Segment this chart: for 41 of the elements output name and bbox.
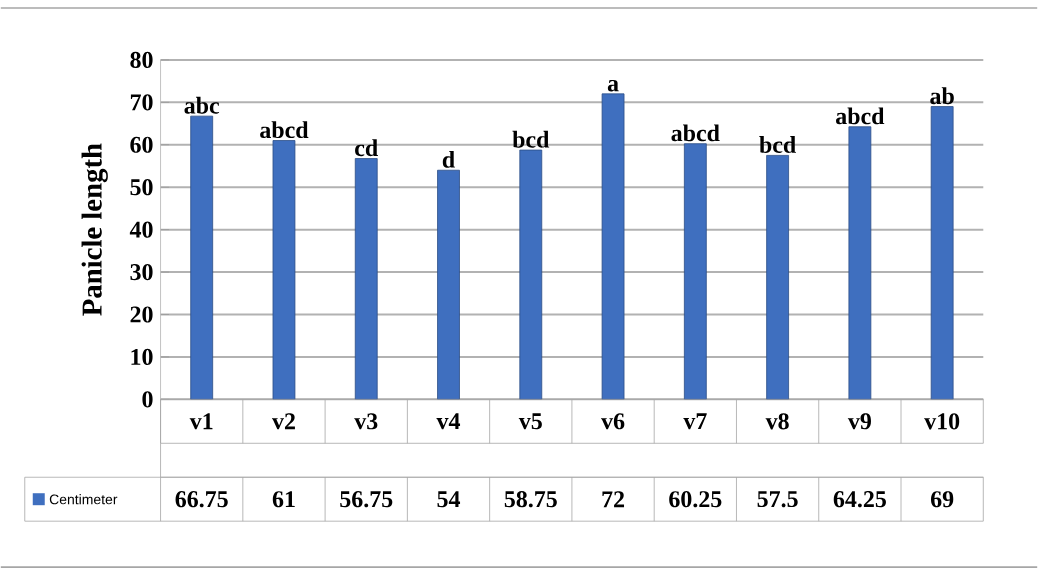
data-label: 64.25 [833,491,886,508]
y-tick-label: 0 [142,391,153,408]
data-label: 69 [930,491,954,508]
y-tick-label: 70 [130,94,153,111]
annotation: abcd [260,121,309,139]
data-label: 54 [437,491,461,508]
annotation: bcd [512,130,550,148]
data-label: 60.25 [669,491,722,508]
x-tick-label: v2 [271,413,295,430]
x-tick-label: v4 [436,413,461,430]
y-tick-label: 30 [130,263,153,281]
y-tick-label: 50 [130,179,153,196]
annotation: abcd [836,107,885,125]
y-tick-label: 40 [129,221,153,238]
x-tick-label: v5 [518,413,542,430]
annotation: a [607,79,619,92]
data-label: 57.5 [757,491,798,508]
x-tick-label: v3 [354,413,378,430]
y-axis-title: Panicle length [81,143,108,316]
x-tick-label: v8 [765,413,789,430]
y-tick-label: 20 [130,306,153,323]
x-tick-label: v6 [601,413,625,430]
annotation: d [442,150,455,168]
annotation: abc [184,96,220,114]
y-tick-label: 10 [131,348,153,365]
legend-label: Centimeter [49,494,118,505]
x-tick-label: v7 [683,413,707,430]
y-tick-label: 80 [130,51,153,68]
annotation: cd [355,139,378,157]
data-label: 56.75 [340,491,393,508]
x-tick-label: v1 [189,413,213,430]
y-tick-label: 60 [130,136,153,153]
data-label: 61 [272,491,295,508]
data-label: 66.75 [175,491,228,508]
annotation: abcd [671,124,720,142]
data-label: 58.75 [504,491,557,508]
x-tick-label: v10 [924,413,960,430]
annotation: ab [930,87,954,105]
x-tick-label: v9 [847,413,871,430]
annotation: bcd [759,136,796,153]
data-label: 72 [602,491,625,508]
